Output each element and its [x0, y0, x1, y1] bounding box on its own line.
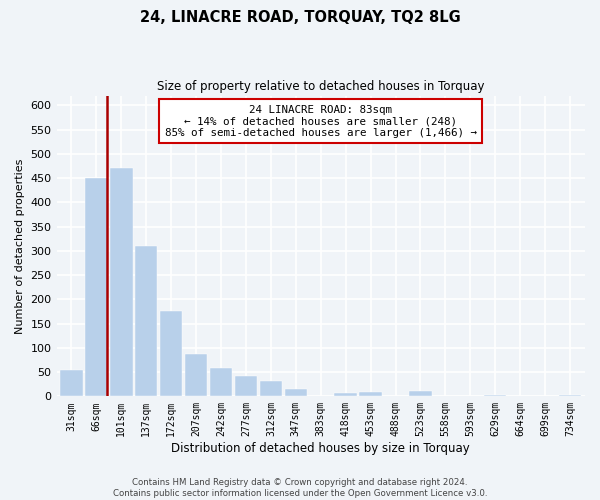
Bar — [334, 393, 357, 396]
Bar — [260, 381, 282, 396]
Bar — [484, 395, 506, 396]
Bar — [85, 178, 107, 396]
Bar — [359, 392, 382, 396]
Title: Size of property relative to detached houses in Torquay: Size of property relative to detached ho… — [157, 80, 485, 93]
Text: 24, LINACRE ROAD, TORQUAY, TQ2 8LG: 24, LINACRE ROAD, TORQUAY, TQ2 8LG — [140, 10, 460, 25]
Text: 24 LINACRE ROAD: 83sqm
← 14% of detached houses are smaller (248)
85% of semi-de: 24 LINACRE ROAD: 83sqm ← 14% of detached… — [165, 104, 477, 138]
Bar — [284, 389, 307, 396]
Y-axis label: Number of detached properties: Number of detached properties — [15, 158, 25, 334]
Bar — [160, 312, 182, 396]
Text: Contains HM Land Registry data © Crown copyright and database right 2024.
Contai: Contains HM Land Registry data © Crown c… — [113, 478, 487, 498]
Bar — [60, 370, 83, 396]
Bar — [210, 368, 232, 396]
Bar — [409, 392, 431, 396]
Bar — [135, 246, 157, 396]
X-axis label: Distribution of detached houses by size in Torquay: Distribution of detached houses by size … — [172, 442, 470, 455]
Bar — [235, 376, 257, 396]
Bar — [185, 354, 208, 397]
Bar — [110, 168, 133, 396]
